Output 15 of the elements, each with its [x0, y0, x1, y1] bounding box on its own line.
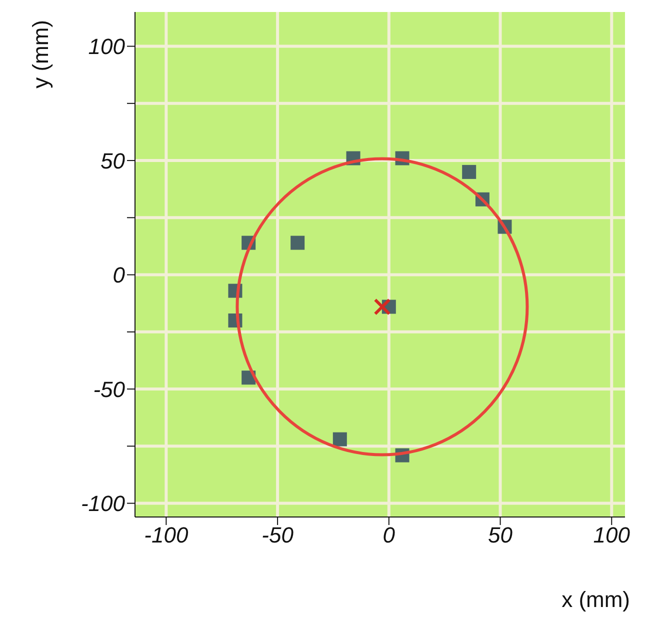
point [462, 164, 476, 179]
y-tick-label: -50 [93, 376, 126, 402]
y-tick-label: 100 [88, 34, 126, 60]
y-tick-label: -100 [80, 491, 126, 516]
point [332, 432, 347, 446]
x-tick-label: -50 [262, 522, 294, 548]
y-tick-label: 50 [100, 148, 126, 174]
x-tick-label: 0 [382, 522, 396, 548]
x-tick-label: 100 [593, 522, 631, 548]
x-tick-label: -100 [144, 522, 189, 548]
point [290, 236, 305, 250]
x-tick-label: 50 [488, 522, 514, 548]
y-axis-title: y (mm) [28, 20, 53, 88]
y-tick-label: 0 [112, 262, 126, 288]
x-axis-title: x (mm) [562, 587, 630, 612]
